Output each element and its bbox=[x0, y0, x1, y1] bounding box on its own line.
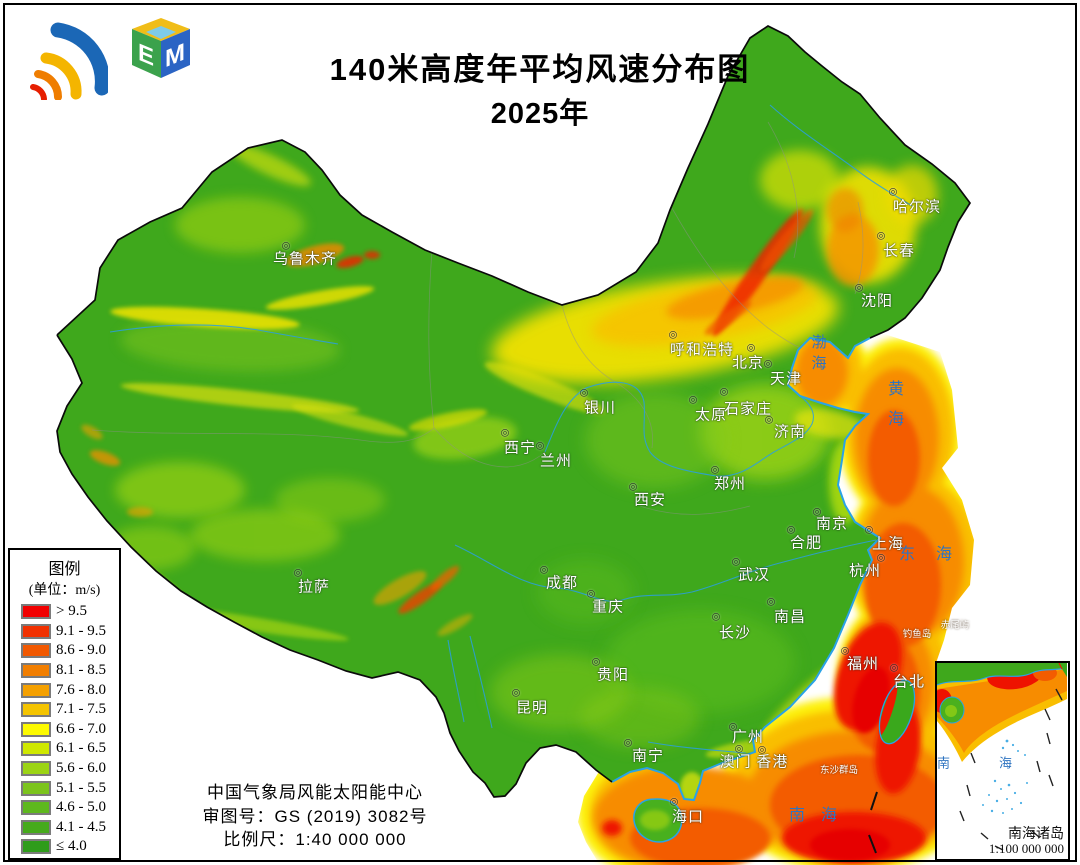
footer-scale: 比例尺：1:40 000 000 bbox=[223, 830, 407, 849]
south-china-sea-inset: 南海诸岛 1:100 000 000 bbox=[935, 661, 1070, 861]
legend-swatch bbox=[21, 819, 51, 835]
energy-meteorology-cube-logo: E M bbox=[132, 18, 190, 78]
sea-data-edge-east bbox=[872, 330, 1075, 663]
legend-label: 8.1 - 8.5 bbox=[56, 662, 106, 679]
taiwan-island bbox=[878, 679, 916, 745]
legend-label: 5.6 - 6.0 bbox=[56, 760, 106, 777]
legend-item: 6.6 - 7.0 bbox=[10, 720, 119, 740]
legend-box: 图例 (单位：m/s) > 9.5 9.1 - 9.5 8.6 - 9.0 8.1 -… bbox=[8, 548, 121, 860]
national-border-southwest bbox=[56, 334, 613, 798]
legend-item: 5.1 - 5.5 bbox=[10, 778, 119, 798]
legend-label: 4.1 - 4.5 bbox=[56, 818, 106, 835]
legend-item: 9.1 - 9.5 bbox=[10, 622, 119, 642]
inset-caption: 南海诸岛 1:100 000 000 bbox=[989, 827, 1064, 856]
legend-unit: (单位：m/s) bbox=[28, 583, 101, 598]
legend-swatch bbox=[21, 761, 51, 777]
sea-wind-layer bbox=[577, 324, 990, 865]
cma-brush-logo bbox=[30, 22, 108, 100]
legend-swatch bbox=[21, 623, 51, 639]
legend-item: 5.6 - 6.0 bbox=[10, 759, 119, 779]
legend-label: > 9.5 bbox=[56, 603, 87, 620]
logos: E M bbox=[20, 16, 200, 100]
footer-approval: 审图号：GS (2019) 3082号 bbox=[202, 806, 428, 826]
legend-items: > 9.5 9.1 - 9.5 8.6 - 9.0 8.1 - 8.5 7.6 - 8.… bbox=[10, 602, 119, 857]
legend-label: ≤ 4.0 bbox=[56, 838, 87, 855]
legend-swatch bbox=[21, 780, 51, 796]
inset-caption-title: 南海诸岛 bbox=[1008, 827, 1064, 842]
legend-item: 4.1 - 4.5 bbox=[10, 818, 119, 838]
map-title: 140米高度年平均风速分布图 bbox=[329, 52, 751, 87]
legend-label: 6.1 - 6.5 bbox=[56, 740, 106, 757]
legend-item: 7.6 - 8.0 bbox=[10, 680, 119, 700]
legend-item: 8.1 - 8.5 bbox=[10, 661, 119, 681]
legend-item: ≤ 4.0 bbox=[10, 837, 119, 857]
legend-swatch bbox=[21, 721, 51, 737]
coastline bbox=[611, 336, 882, 802]
legend-swatch bbox=[21, 643, 51, 659]
inset-caption-scale: 1:100 000 000 bbox=[988, 841, 1064, 856]
legend-label: 7.1 - 7.5 bbox=[56, 701, 106, 718]
inset-map bbox=[937, 663, 1068, 851]
legend-label: 7.6 - 8.0 bbox=[56, 681, 106, 698]
dash-line-segments bbox=[868, 791, 878, 854]
legend-label: 9.1 - 9.5 bbox=[56, 622, 106, 639]
nine-dash-line bbox=[959, 688, 1063, 851]
legend-item: 8.6 - 9.0 bbox=[10, 641, 119, 661]
legend-label: 5.1 - 5.5 bbox=[56, 779, 106, 796]
legend-swatch bbox=[21, 702, 51, 718]
footer-org: 中国气象局风能太阳能中心 bbox=[207, 783, 423, 802]
legend-swatch bbox=[21, 741, 51, 757]
svg-text:E: E bbox=[138, 38, 154, 72]
land-wind-shading bbox=[81, 143, 938, 800]
legend-label: 8.6 - 9.0 bbox=[56, 642, 106, 659]
legend-swatch bbox=[21, 682, 51, 698]
legend-swatch bbox=[21, 604, 51, 620]
map-title-year: 2025年 bbox=[490, 98, 590, 130]
legend-item: 6.1 - 6.5 bbox=[10, 739, 119, 759]
legend-item: 7.1 - 7.5 bbox=[10, 700, 119, 720]
national-border-north bbox=[56, 25, 972, 339]
hainan-shading bbox=[640, 810, 670, 830]
island-specks bbox=[982, 739, 1028, 814]
svg-text:M: M bbox=[165, 38, 185, 73]
footer-block: 中国气象局风能太阳能中心 审图号：GS (2019) 3082号 比例尺：1:4… bbox=[150, 781, 480, 852]
legend-item: > 9.5 bbox=[10, 602, 119, 622]
legend-swatch bbox=[21, 800, 51, 816]
legend-item: 4.6 - 5.0 bbox=[10, 798, 119, 818]
sea-data-edge-southwest bbox=[402, 744, 600, 862]
legend-label: 6.6 - 7.0 bbox=[56, 720, 106, 737]
legend-title: 图例 bbox=[48, 561, 81, 578]
rivers bbox=[109, 104, 913, 754]
legend-swatch bbox=[21, 663, 51, 679]
legend-swatch bbox=[21, 839, 51, 855]
legend-label: 4.6 - 5.0 bbox=[56, 799, 106, 816]
